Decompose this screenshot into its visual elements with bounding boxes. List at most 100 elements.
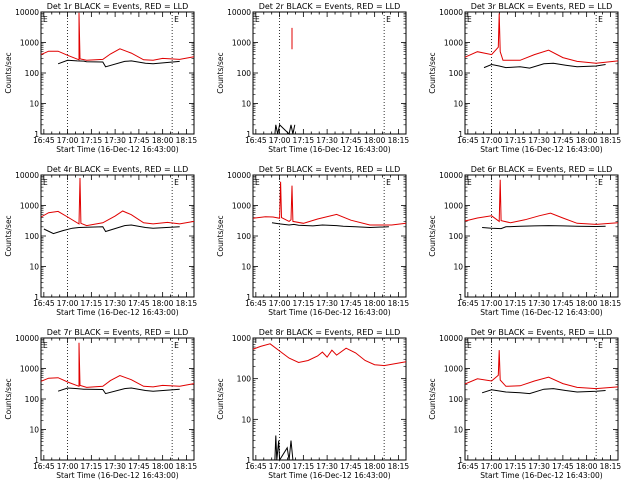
x-tick-label: 17:30 — [104, 136, 126, 145]
x-axis-label: Start Time (16-Dec-12 16:43:00) — [268, 308, 390, 317]
y-tick-label: 1 — [34, 130, 39, 139]
y-tick-label: 1000 — [232, 39, 251, 48]
panel-title: Det 3r BLACK = Events, RED = LLD — [471, 2, 613, 11]
series-line-lld — [464, 13, 619, 64]
x-tick-label: 18:15 — [176, 136, 198, 145]
y-tick-label: 10000 — [439, 171, 463, 180]
x-tick-label: 17:45 — [128, 462, 150, 471]
y-tick-label: 100 — [237, 375, 252, 384]
x-tick-label: 18:00 — [364, 462, 386, 471]
x-tick-label: 17:15 — [505, 136, 527, 145]
series-line-events — [57, 59, 180, 68]
x-tick-label: 17:45 — [340, 462, 362, 471]
y-tick-label: 10 — [29, 426, 39, 435]
y-tick-label: 10 — [241, 263, 251, 272]
x-tick-label: 17:15 — [293, 299, 315, 308]
x-axis-label: Start Time (16-Dec-12 16:43:00) — [480, 145, 602, 154]
x-tick-label: 16:45 — [245, 136, 267, 145]
panel-title: Det 7r BLACK = Events, RED = LLD — [47, 328, 189, 337]
x-tick-label: 17:45 — [340, 136, 362, 145]
y-tick-label: 100 — [237, 69, 252, 78]
x-tick-label: 17:45 — [552, 136, 574, 145]
y-tick-label: 10 — [453, 426, 463, 435]
event-marker-label: E — [43, 341, 48, 350]
x-tick-label: 16:45 — [245, 462, 267, 471]
y-tick-label: 1 — [246, 293, 251, 302]
panel-title: Det 5r BLACK = Events, RED = LLD — [259, 165, 401, 174]
y-tick-label: 1 — [458, 130, 463, 139]
plot-frame — [252, 174, 407, 298]
x-tick-label: 18:15 — [388, 299, 410, 308]
series-line-events — [43, 224, 180, 235]
x-axis-label: Start Time (16-Dec-12 16:43:00) — [268, 145, 390, 154]
series-line-lld — [252, 181, 407, 226]
event-marker-label: E — [467, 178, 472, 187]
y-tick-label: 1000 — [444, 365, 463, 374]
x-tick-label: 18:00 — [152, 136, 174, 145]
y-tick-label: 1000 — [20, 39, 39, 48]
x-tick-label: 16:45 — [33, 136, 55, 145]
x-tick-label: 17:30 — [316, 462, 338, 471]
series-line-events — [57, 387, 180, 395]
series-line-lld — [40, 177, 195, 227]
y-tick-label: 10000 — [439, 8, 463, 17]
panel-title: Det 6r BLACK = Events, RED = LLD — [471, 165, 613, 174]
y-axis-label: Counts/sec — [4, 378, 13, 419]
x-axis-label: Start Time (16-Dec-12 16:43:00) — [268, 471, 390, 480]
x-tick-label: 18:00 — [152, 462, 174, 471]
x-tick-label: 17:00 — [57, 136, 79, 145]
y-tick-label: 1000 — [232, 334, 251, 343]
x-tick-label: 18:15 — [600, 136, 622, 145]
plot-frame — [464, 174, 619, 298]
y-tick-label: 1 — [34, 293, 39, 302]
plot-frame — [252, 11, 407, 135]
y-axis-label: Counts/sec — [216, 215, 225, 256]
y-tick-label: 1 — [246, 130, 251, 139]
panel-title: Det 1r BLACK = Events, RED = LLD — [47, 2, 189, 11]
series-line-events — [483, 62, 606, 69]
event-marker-label: E — [386, 178, 391, 187]
event-marker-label: E — [43, 15, 48, 24]
series-line-events — [274, 435, 294, 462]
plot-frame — [40, 337, 195, 461]
y-tick-label: 10 — [241, 415, 251, 424]
plot-frame — [464, 11, 619, 135]
y-tick-label: 10000 — [227, 8, 251, 17]
panel-title: Det 4r BLACK = Events, RED = LLD — [47, 165, 189, 174]
y-tick-label: 1 — [246, 456, 251, 465]
y-tick-label: 1000 — [444, 39, 463, 48]
y-tick-label: 1 — [458, 456, 463, 465]
x-tick-label: 18:15 — [388, 462, 410, 471]
x-axis-label: Start Time (16-Dec-12 16:43:00) — [56, 145, 178, 154]
x-tick-label: 17:45 — [552, 462, 574, 471]
event-marker-label: E — [43, 178, 48, 187]
y-tick-label: 100 — [237, 232, 252, 241]
x-tick-label: 17:00 — [269, 136, 291, 145]
x-tick-label: 17:45 — [128, 299, 150, 308]
y-tick-label: 100 — [25, 232, 40, 241]
x-tick-label: 18:15 — [176, 299, 198, 308]
x-tick-label: 16:45 — [245, 299, 267, 308]
y-tick-label: 1000 — [20, 365, 39, 374]
series-line-events — [271, 222, 389, 229]
event-marker-label: E — [598, 15, 603, 24]
x-tick-label: 16:45 — [457, 136, 479, 145]
series-line-lld — [252, 343, 407, 367]
x-tick-label: 17:30 — [528, 136, 550, 145]
y-tick-label: 10000 — [15, 171, 39, 180]
x-tick-label: 17:30 — [104, 299, 126, 308]
x-tick-label: 17:00 — [481, 136, 503, 145]
x-tick-label: 17:00 — [481, 299, 503, 308]
series-line-lld — [40, 12, 195, 61]
x-tick-label: 17:00 — [57, 462, 79, 471]
series-line-events — [481, 388, 606, 395]
x-axis-label: Start Time (16-Dec-12 16:43:00) — [56, 471, 178, 480]
x-tick-label: 17:15 — [81, 299, 103, 308]
y-axis-label: Counts/sec — [216, 52, 225, 93]
